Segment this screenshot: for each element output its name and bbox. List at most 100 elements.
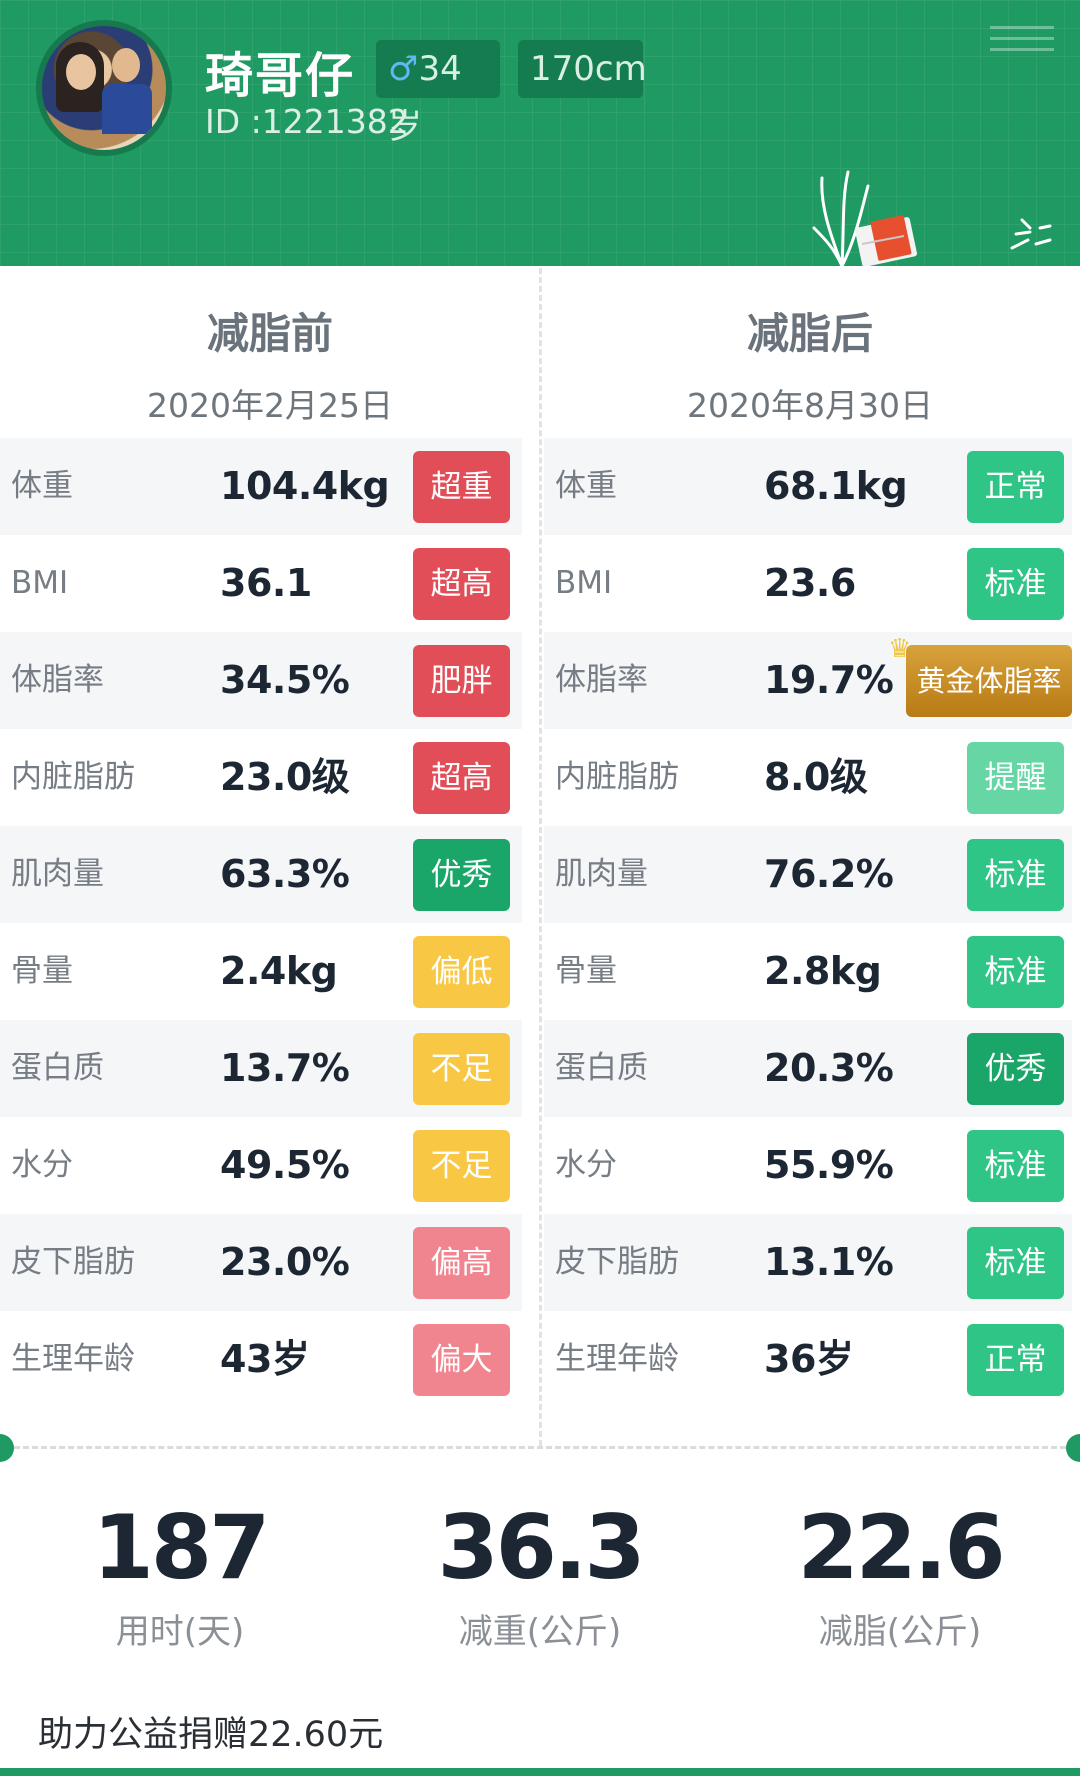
status-badge: 不足 <box>413 1130 510 1202</box>
column-divider <box>539 268 542 1446</box>
crown-icon: ♛ <box>888 634 912 664</box>
ticket-divider <box>14 1446 1066 1449</box>
summary-fat-loss-value: 22.6 <box>797 1496 1005 1599</box>
metric-label: 皮下脂肪 <box>555 1244 679 1280</box>
male-icon: ♂ <box>388 49 419 89</box>
menu-lines-icon <box>990 26 1054 60</box>
status-badge: 不足 <box>413 1033 510 1105</box>
summary-fat-loss: 22.6 减脂(公斤) <box>720 1500 1080 1653</box>
status-badge: 标准 <box>967 1227 1064 1299</box>
avatar-photo-face <box>112 48 140 82</box>
status-badge: 提醒 <box>967 742 1064 814</box>
user-id: ID :1221382 <box>205 102 409 141</box>
metric-value: 68.1kg <box>764 464 908 508</box>
metric-row-bodyfat-before: 体脂率 34.5% 肥胖 <box>0 632 522 729</box>
metric-value: 23.0% <box>220 1240 350 1284</box>
status-badge: 正常 <box>967 451 1064 523</box>
metric-row-bmi-after: BMI 23.6 标准 <box>544 535 1072 632</box>
metric-label: 骨量 <box>11 953 73 989</box>
metric-row-muscle-after: 肌肉量 76.2% 标准 <box>544 826 1072 923</box>
status-badge: 偏大 <box>413 1324 510 1396</box>
metric-value: 104.4kg <box>220 464 390 508</box>
avatar-photo-shirt <box>102 84 152 134</box>
metric-value: 20.3% <box>764 1046 894 1090</box>
donation-text: 助力公益捐赠22.60元 <box>38 1715 384 1755</box>
status-badge: 正常 <box>967 1324 1064 1396</box>
height-tag: 170cm <box>518 40 647 98</box>
sparkle-icon <box>1010 218 1052 250</box>
metric-value: 34.5% <box>220 658 350 702</box>
status-badge: 标准 <box>967 548 1064 620</box>
metric-value: 76.2% <box>764 852 894 896</box>
metric-row-water-after: 水分 55.9% 标准 <box>544 1117 1072 1214</box>
metric-label: 骨量 <box>555 953 617 989</box>
summary-days-label: 用时(天) <box>115 1612 245 1652</box>
metric-row-protein-after: 蛋白质 20.3% 优秀 <box>544 1020 1072 1117</box>
metric-label: 内脏脂肪 <box>11 759 135 795</box>
metric-label: 体脂率 <box>555 662 648 698</box>
metric-row-bodyage-after: 生理年龄 36岁 正常 <box>544 1311 1072 1408</box>
metric-row-weight-after: 体重 68.1kg 正常 <box>544 438 1072 535</box>
metric-value: 43岁 <box>220 1337 310 1381</box>
metric-row-bodyfat-after: 体脂率 19.7% ♛ 黄金体脂率 <box>544 632 1072 729</box>
bottom-accent-bar <box>0 1768 1080 1776</box>
metric-row-visceral-after: 内脏脂肪 8.0级 提醒 <box>544 729 1072 826</box>
metric-value: 19.7% <box>764 658 894 702</box>
before-title: 减脂前 <box>206 309 333 358</box>
status-badge: 标准 <box>967 1130 1064 1202</box>
metric-value: 63.3% <box>220 852 350 896</box>
metric-label: 生理年龄 <box>555 1341 679 1377</box>
metric-label: 体重 <box>555 468 617 504</box>
status-badge: 超重 <box>413 451 510 523</box>
metric-value: 2.8kg <box>764 949 882 993</box>
after-title: 减脂后 <box>746 309 873 358</box>
avatar-photo-face <box>66 54 96 90</box>
status-badge: 优秀 <box>967 1033 1064 1105</box>
metric-row-protein-before: 蛋白质 13.7% 不足 <box>0 1020 522 1117</box>
metric-row-muscle-before: 肌肉量 63.3% 优秀 <box>0 826 522 923</box>
metric-label: 蛋白质 <box>555 1050 648 1086</box>
metric-value: 13.7% <box>220 1046 350 1090</box>
metric-row-bmi-before: BMI 36.1 超高 <box>0 535 522 632</box>
metric-label: 肌肉量 <box>555 856 648 892</box>
metric-label: 皮下脂肪 <box>11 1244 135 1280</box>
metric-value: 49.5% <box>220 1143 350 1187</box>
metric-value: 2.4kg <box>220 949 338 993</box>
metric-value: 36岁 <box>764 1337 854 1381</box>
metric-label: BMI <box>11 565 69 601</box>
metric-row-subcutaneous-before: 皮下脂肪 23.0% 偏高 <box>0 1214 522 1311</box>
summary-days: 187 用时(天) <box>0 1500 360 1653</box>
metric-row-visceral-before: 内脏脂肪 23.0级 超高 <box>0 729 522 826</box>
metric-row-bone-before: 骨量 2.4kg 偏低 <box>0 923 522 1020</box>
avatar[interactable] <box>36 20 172 156</box>
metric-value: 13.1% <box>764 1240 894 1284</box>
hand-book-illustration-icon <box>812 170 917 266</box>
metric-label: 水分 <box>11 1147 73 1183</box>
age-text: 34岁 <box>388 49 462 147</box>
status-badge: 超高 <box>413 548 510 620</box>
summary-weight-loss: 36.3 减重(公斤) <box>360 1500 720 1653</box>
ticket-notch-left <box>0 1434 14 1462</box>
summary-days-value: 187 <box>92 1496 271 1599</box>
metric-label: 肌肉量 <box>11 856 104 892</box>
metric-label: 生理年龄 <box>11 1341 135 1377</box>
status-badge: 标准 <box>967 936 1064 1008</box>
metric-row-bodyage-before: 生理年龄 43岁 偏大 <box>0 1311 522 1408</box>
metric-label: 体重 <box>11 468 73 504</box>
summary-weight-loss-label: 减重(公斤) <box>458 1612 622 1652</box>
metric-label: 蛋白质 <box>11 1050 104 1086</box>
status-badge: 优秀 <box>413 839 510 911</box>
ticket-notch-right <box>1066 1434 1080 1462</box>
profile-header: 琦哥仔 ♂34岁 170cm ID :1221382 <box>0 0 1080 266</box>
gender-age-tag: ♂34岁 <box>376 40 500 147</box>
metric-value: 55.9% <box>764 1143 894 1187</box>
metric-label: 体脂率 <box>11 662 104 698</box>
metric-value: 8.0级 <box>764 755 868 799</box>
status-badge: 肥胖 <box>413 645 510 717</box>
status-badge: 超高 <box>413 742 510 814</box>
summary-fat-loss-label: 减脂(公斤) <box>818 1612 982 1652</box>
user-name: 琦哥仔 <box>205 48 356 104</box>
summary-weight-loss-value: 36.3 <box>437 1496 645 1599</box>
metric-row-subcutaneous-after: 皮下脂肪 13.1% 标准 <box>544 1214 1072 1311</box>
status-badge: 偏高 <box>413 1227 510 1299</box>
